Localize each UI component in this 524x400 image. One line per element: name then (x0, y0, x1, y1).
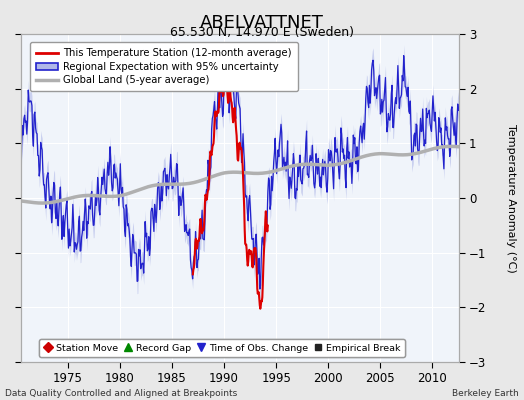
Legend: Station Move, Record Gap, Time of Obs. Change, Empirical Break: Station Move, Record Gap, Time of Obs. C… (39, 339, 405, 357)
Text: 65.530 N, 14.970 E (Sweden): 65.530 N, 14.970 E (Sweden) (170, 26, 354, 39)
Text: Berkeley Earth: Berkeley Earth (452, 389, 519, 398)
Y-axis label: Temperature Anomaly (°C): Temperature Anomaly (°C) (506, 124, 516, 272)
Text: ABELVATTNET: ABELVATTNET (200, 14, 324, 32)
Text: Data Quality Controlled and Aligned at Breakpoints: Data Quality Controlled and Aligned at B… (5, 389, 237, 398)
